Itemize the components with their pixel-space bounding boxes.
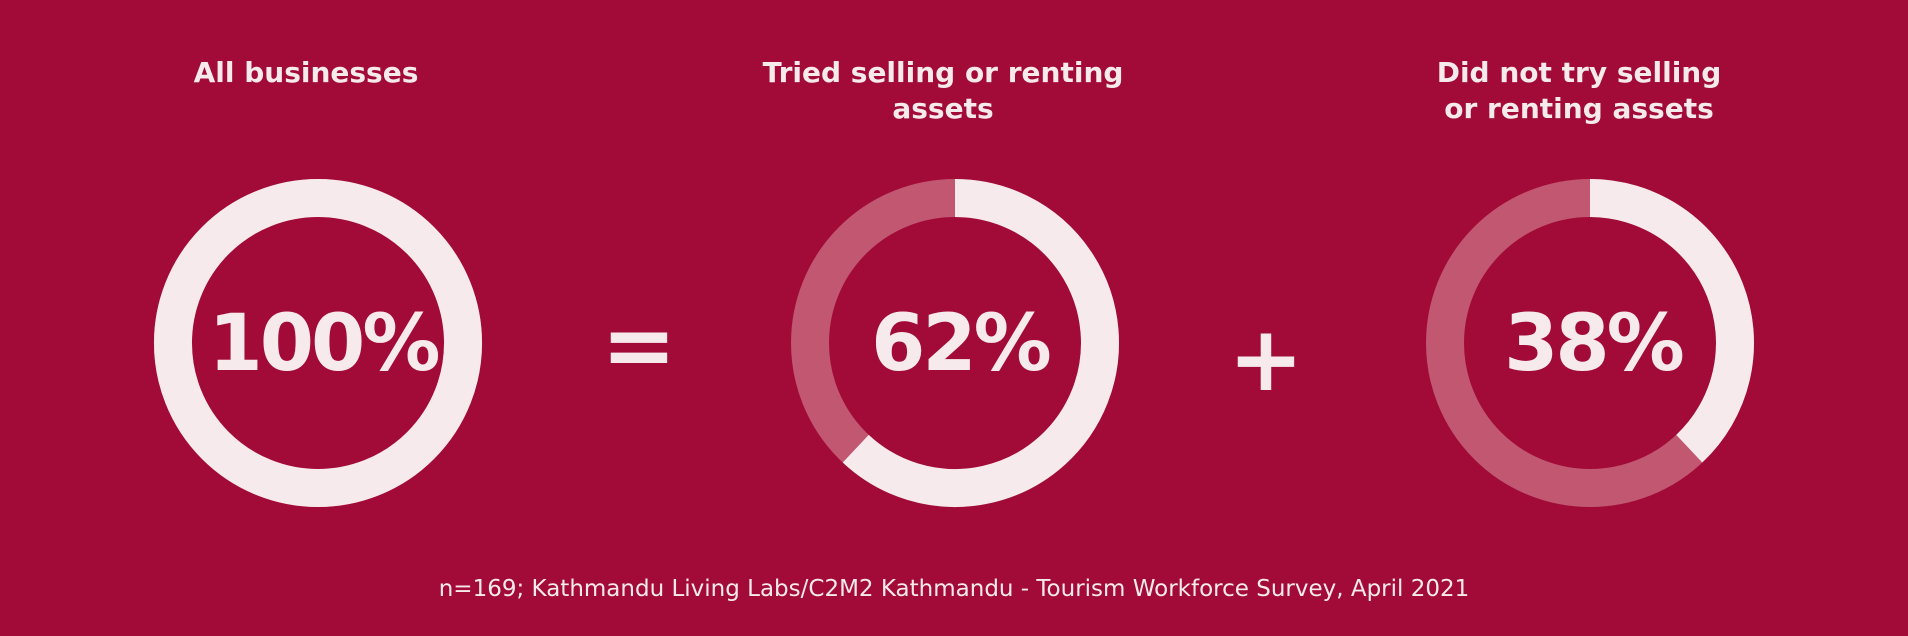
donut-value-label: 100%	[209, 299, 439, 389]
donut-tried-selling: Tried selling or renting assets 62%	[763, 56, 1124, 507]
donut-value-label: 38%	[1504, 299, 1683, 389]
donut-title-line: assets	[892, 92, 993, 125]
source-note: n=169; Kathmandu Living Labs/C2M2 Kathma…	[439, 576, 1470, 602]
donut-value-arc	[154, 179, 482, 508]
donut-value-arc	[1589, 179, 1754, 463]
donut-title-line: Did not try selling	[1437, 56, 1722, 89]
equals-operator: =	[601, 293, 676, 398]
donut-did-not-try: Did not try selling or renting assets 38…	[1426, 56, 1754, 507]
donut-title-line: All businesses	[194, 56, 419, 89]
donut-all-businesses: All businesses 100%	[154, 56, 482, 508]
donut-title-line: or renting assets	[1444, 92, 1714, 125]
donut-title-line: Tried selling or renting	[763, 56, 1124, 89]
plus-operator: +	[1228, 307, 1303, 412]
donut-value-label: 62%	[871, 299, 1050, 389]
donut-value-arc	[842, 179, 1119, 507]
